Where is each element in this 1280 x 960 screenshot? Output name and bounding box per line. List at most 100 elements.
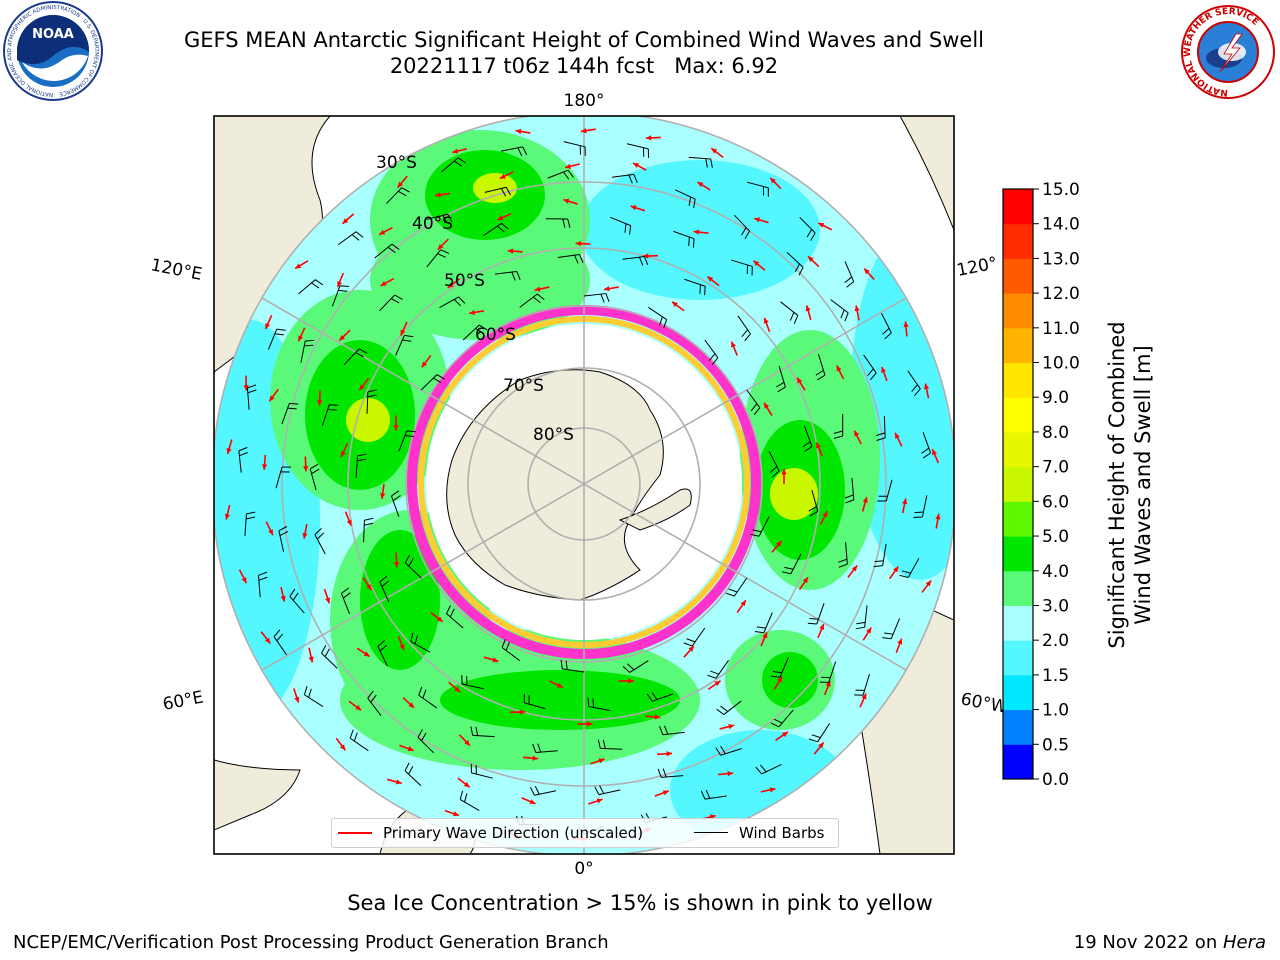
wave-arrow [341, 213, 355, 225]
colorbar-swatch [1003, 258, 1033, 294]
colorbar-tick-label: 13.0 [1042, 249, 1080, 269]
wave-arrow [499, 171, 514, 180]
wave-arrow [630, 205, 646, 212]
run-host: Hera [1222, 932, 1266, 953]
colorbar-swatch [1003, 327, 1033, 364]
wave-arrow [654, 790, 670, 797]
wave-arrow [402, 697, 415, 709]
wind-barb [377, 640, 388, 667]
wind-barb [622, 256, 649, 266]
wave-arrow [393, 415, 399, 431]
map-frame [213, 115, 955, 855]
wave-arrow [458, 734, 471, 747]
wave-arrow [280, 586, 286, 602]
wind-barb [557, 253, 584, 264]
wave-arrow [817, 623, 825, 639]
wave-arrow [444, 809, 460, 817]
wave-arrow [753, 217, 769, 224]
wind-barb [768, 451, 780, 478]
wind-barb [597, 739, 623, 750]
wave-arrow [707, 680, 721, 691]
wave-arrow [261, 454, 268, 470]
wave-arrow [448, 681, 461, 693]
wind-barb [426, 213, 453, 224]
wind-barb [379, 575, 390, 603]
wind-barb [877, 479, 893, 502]
wind-barb [700, 789, 727, 800]
colorbar-swatch [1003, 605, 1033, 641]
colorbar-swatch [1003, 223, 1033, 259]
wave-arrow [683, 645, 695, 658]
wave-arrow [645, 714, 661, 720]
wind-barb [331, 285, 349, 307]
colorbar-label-line2: Wind Waves and Swell [m] [1131, 345, 1155, 625]
wind-barb [321, 404, 339, 426]
lon-label-60e: 60°E [161, 687, 205, 714]
wave-arrow [397, 635, 405, 651]
wind-barb [367, 690, 382, 716]
colorbar-swatch [1003, 640, 1033, 676]
colorbar-tick-label: 2.0 [1042, 631, 1069, 651]
wind-barb [830, 299, 849, 322]
wind-barb [750, 516, 770, 537]
wind-barb [587, 697, 611, 711]
wave-arrow [434, 192, 450, 198]
wave-arrow [923, 383, 930, 399]
colorbar: 0.0 0.5 1.0 1.5 2.0 3.0 4.0 5.0 6.0 7.0 8.0 9.0 10.0… [1002, 180, 1080, 790]
wave-arrow [421, 354, 432, 368]
wave-arrow [805, 305, 812, 321]
wave-arrow [335, 737, 346, 751]
wind-barb [459, 790, 480, 812]
colorbar-tick-label: 14.0 [1042, 215, 1080, 235]
colorbar-swatch [1003, 744, 1033, 780]
wind-barb [770, 656, 790, 678]
wind-barb [707, 660, 729, 679]
wind-barb [611, 173, 638, 184]
colorbar-swatch [1003, 466, 1033, 502]
wave-arrow [847, 565, 858, 578]
wind-barb [355, 453, 367, 478]
wind-barb [854, 674, 870, 696]
wave-arrow [358, 377, 370, 391]
colorbar-tick-label: 8.0 [1042, 423, 1069, 443]
wave-arrow [243, 375, 249, 391]
wave-arrow [645, 135, 661, 141]
wave-arrow [534, 286, 550, 292]
wave-arrow [588, 798, 603, 805]
colorbar-tick-label: 4.0 [1042, 562, 1069, 582]
wind-barb [238, 447, 248, 473]
wind-barb [519, 293, 545, 308]
wind-barb [386, 187, 410, 204]
wind-barb [755, 763, 782, 775]
wave-arrow [862, 627, 872, 641]
colorbar-swatch [1003, 570, 1033, 606]
wind-barbs [238, 141, 932, 835]
colorbar-tick-label: 12.0 [1042, 284, 1080, 304]
wind-barb [417, 729, 434, 754]
wave-arrow [642, 253, 658, 259]
legend-wave-swatch [338, 832, 372, 834]
wind-barb [844, 261, 855, 288]
wind-barb [390, 490, 401, 517]
lon-label-0: 0° [574, 859, 593, 879]
wind-barb [257, 571, 268, 598]
wind-barb [483, 222, 509, 237]
wave-arrow [548, 680, 564, 689]
wind-barb [410, 632, 431, 653]
wind-barb [715, 745, 742, 756]
wave-arrow [718, 771, 734, 777]
legend-wind-swatch [694, 832, 728, 833]
lat-label-70s: 70°S [503, 376, 544, 396]
wind-barb [731, 259, 753, 276]
wave-arrow [380, 483, 386, 499]
colorbar-swatch [1003, 293, 1033, 329]
wave-arrow [457, 777, 471, 788]
colorbar-tick-label: 1.0 [1042, 701, 1069, 721]
wind-barb [300, 339, 315, 363]
wave-arrow [931, 448, 940, 464]
wave-arrow [378, 226, 393, 236]
colorbar-swatch [1003, 431, 1033, 468]
wave-arrow [796, 377, 806, 391]
wave-arrow [817, 222, 833, 231]
wave-arrow [881, 366, 888, 382]
